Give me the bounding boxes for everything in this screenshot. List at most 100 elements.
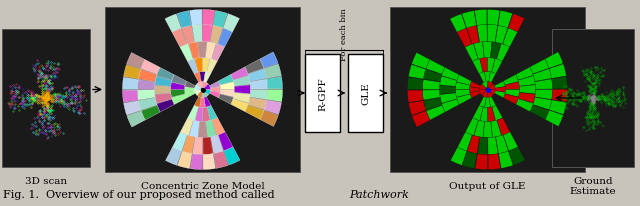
Wedge shape [190,154,202,170]
Wedge shape [188,106,198,121]
Wedge shape [248,98,267,110]
Wedge shape [197,91,202,98]
Wedge shape [552,77,568,89]
Text: Output of GLE: Output of GLE [449,181,525,190]
Wedge shape [422,90,440,101]
Wedge shape [488,58,495,73]
Wedge shape [204,72,211,86]
Wedge shape [479,90,486,96]
Wedge shape [440,94,457,104]
Wedge shape [207,106,218,121]
Wedge shape [470,82,483,89]
Wedge shape [492,91,505,98]
Wedge shape [498,12,513,29]
Wedge shape [267,77,282,89]
Wedge shape [456,75,472,86]
Wedge shape [412,111,430,128]
Bar [305,55,340,132]
Wedge shape [224,147,240,165]
Wedge shape [203,154,216,170]
Wedge shape [450,15,466,33]
Wedge shape [479,84,486,90]
Wedge shape [408,65,426,80]
Wedge shape [442,68,459,81]
Wedge shape [198,122,207,138]
Wedge shape [483,122,492,138]
Wedge shape [185,91,198,98]
Wedge shape [157,99,174,112]
Wedge shape [484,72,490,85]
Wedge shape [499,151,513,169]
Bar [552,30,634,167]
Wedge shape [177,152,192,169]
Wedge shape [479,95,486,108]
Wedge shape [264,65,282,79]
Wedge shape [212,118,225,136]
Wedge shape [233,76,250,87]
Wedge shape [184,87,198,93]
Wedge shape [535,90,552,100]
Wedge shape [409,101,426,116]
Wedge shape [504,75,518,85]
Wedge shape [467,136,480,154]
Wedge shape [214,151,228,169]
Wedge shape [456,83,470,90]
Wedge shape [456,95,472,105]
Wedge shape [472,59,483,74]
Wedge shape [509,147,525,165]
Wedge shape [488,11,500,26]
Wedge shape [154,86,171,95]
Wedge shape [533,69,552,82]
Wedge shape [204,95,211,108]
Wedge shape [476,154,488,170]
Wedge shape [141,106,160,121]
Text: GLE: GLE [361,82,370,105]
Wedge shape [260,111,278,127]
Text: R-GPF: R-GPF [318,77,327,110]
Wedge shape [197,82,202,89]
Wedge shape [519,85,536,94]
Wedge shape [157,68,174,81]
Wedge shape [440,77,457,87]
Wedge shape [465,44,478,62]
Bar [2,30,90,167]
Wedge shape [503,132,518,151]
Wedge shape [231,99,248,112]
Wedge shape [203,137,213,155]
Wedge shape [426,106,445,121]
Wedge shape [530,105,549,120]
Wedge shape [231,68,248,81]
Wedge shape [198,42,207,58]
Wedge shape [489,84,495,90]
Wedge shape [211,135,223,154]
Wedge shape [505,90,520,97]
Wedge shape [457,29,472,48]
Wedge shape [124,101,141,116]
Wedge shape [479,73,486,86]
Wedge shape [462,12,476,29]
Wedge shape [172,29,187,48]
Wedge shape [482,82,488,89]
Wedge shape [505,82,520,90]
Wedge shape [218,94,234,105]
Wedge shape [267,90,282,102]
Wedge shape [424,70,442,82]
Wedge shape [477,137,488,155]
Text: Ground
Estimate: Ground Estimate [570,176,616,195]
Bar [105,8,300,172]
Wedge shape [138,90,155,101]
Wedge shape [496,135,508,154]
Wedge shape [489,90,495,96]
Wedge shape [480,108,488,122]
Wedge shape [138,98,157,111]
Wedge shape [549,101,566,115]
Wedge shape [189,121,200,138]
Wedge shape [545,111,563,127]
Wedge shape [200,95,205,108]
Wedge shape [207,82,220,89]
Wedge shape [473,106,483,121]
Wedge shape [218,75,234,85]
Wedge shape [492,106,502,121]
Wedge shape [426,60,445,75]
Wedge shape [488,72,496,86]
